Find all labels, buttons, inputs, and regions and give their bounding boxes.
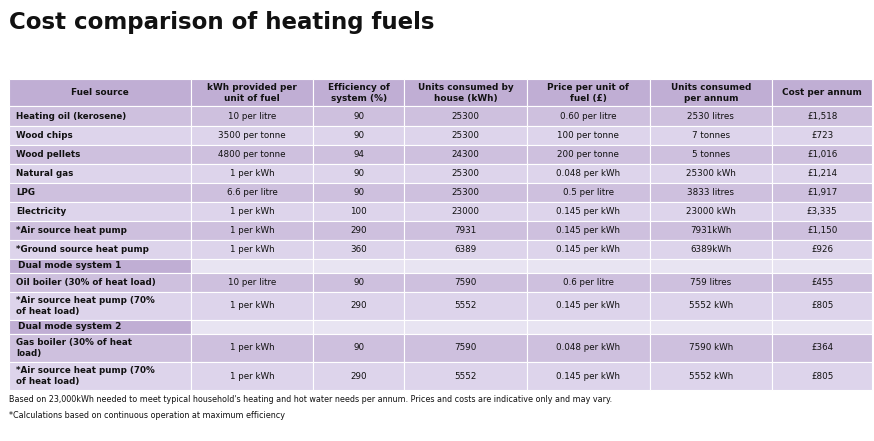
Text: 1 per kWh: 1 per kWh	[230, 226, 274, 235]
Text: *Calculations based on continuous operation at maximum efficiency: *Calculations based on continuous operat…	[9, 411, 285, 420]
Text: kWh provided per
unit of fuel: kWh provided per unit of fuel	[207, 83, 297, 103]
Text: Gas boiler (30% of heat
load): Gas boiler (30% of heat load)	[16, 338, 132, 358]
Text: £723: £723	[811, 131, 834, 140]
Text: 7 tonnes: 7 tonnes	[692, 131, 730, 140]
Text: £805: £805	[811, 372, 834, 381]
Text: *Air source heat pump (70%
of heat load): *Air source heat pump (70% of heat load)	[16, 366, 155, 386]
Text: 290: 290	[350, 302, 367, 310]
Text: 1 per kWh: 1 per kWh	[230, 343, 274, 352]
Text: 5552: 5552	[454, 372, 476, 381]
Text: Oil boiler (30% of heat load): Oil boiler (30% of heat load)	[16, 278, 156, 287]
Text: 6389kWh: 6389kWh	[690, 245, 732, 254]
Text: 90: 90	[353, 131, 364, 140]
Text: 1 per kWh: 1 per kWh	[230, 245, 274, 254]
Text: 759 litres: 759 litres	[690, 278, 732, 287]
Text: Dual mode system 2: Dual mode system 2	[17, 322, 121, 331]
Text: 7931kWh: 7931kWh	[690, 226, 732, 235]
Text: Price per unit of
fuel (£): Price per unit of fuel (£)	[547, 83, 629, 103]
Text: £1,518: £1,518	[807, 112, 837, 120]
Text: £805: £805	[811, 302, 834, 310]
Text: 290: 290	[350, 372, 367, 381]
Text: 2530 litres: 2530 litres	[688, 112, 734, 120]
Text: 200 per tonne: 200 per tonne	[558, 149, 619, 159]
Text: 0.145 per kWh: 0.145 per kWh	[556, 302, 621, 310]
Text: £1,917: £1,917	[807, 188, 837, 197]
Text: 7590: 7590	[454, 343, 476, 352]
Text: 6389: 6389	[454, 245, 476, 254]
Text: 90: 90	[353, 343, 364, 352]
Text: 0.048 per kWh: 0.048 per kWh	[556, 343, 621, 352]
Text: 0.5 per litre: 0.5 per litre	[563, 188, 614, 197]
Text: *Air source heat pump (70%
of heat load): *Air source heat pump (70% of heat load)	[16, 296, 155, 316]
Text: 7590 kWh: 7590 kWh	[689, 343, 733, 352]
Text: £364: £364	[811, 343, 833, 352]
Text: LPG: LPG	[16, 188, 35, 197]
Text: 90: 90	[353, 169, 364, 178]
Text: 0.048 per kWh: 0.048 per kWh	[556, 169, 621, 178]
Text: 3500 per tonne: 3500 per tonne	[218, 131, 286, 140]
Text: £3,335: £3,335	[807, 207, 837, 216]
Text: 290: 290	[350, 226, 367, 235]
Text: *Ground source heat pump: *Ground source heat pump	[16, 245, 149, 254]
Text: Heating oil (kerosene): Heating oil (kerosene)	[16, 112, 126, 120]
Text: 100: 100	[350, 207, 367, 216]
Text: 3833 litres: 3833 litres	[688, 188, 734, 197]
Text: 5552 kWh: 5552 kWh	[689, 372, 733, 381]
Text: Cost per annum: Cost per annum	[782, 89, 862, 97]
Text: 0.145 per kWh: 0.145 per kWh	[556, 245, 621, 254]
Text: Based on 23,000kWh needed to meet typical household's heating and hot water need: Based on 23,000kWh needed to meet typica…	[9, 395, 612, 404]
Text: 90: 90	[353, 188, 364, 197]
Text: 10 per litre: 10 per litre	[228, 278, 276, 287]
Text: 1 per kWh: 1 per kWh	[230, 207, 274, 216]
Text: 1 per kWh: 1 per kWh	[230, 372, 274, 381]
Text: Dual mode system 1: Dual mode system 1	[17, 262, 121, 270]
Text: Fuel source: Fuel source	[71, 89, 128, 97]
Text: 1 per kWh: 1 per kWh	[230, 169, 274, 178]
Text: 0.60 per litre: 0.60 per litre	[560, 112, 616, 120]
Text: 0.145 per kWh: 0.145 per kWh	[556, 207, 621, 216]
Text: £1,150: £1,150	[807, 226, 837, 235]
Text: 23000: 23000	[452, 207, 480, 216]
Text: Cost comparison of heating fuels: Cost comparison of heating fuels	[9, 11, 434, 34]
Text: 94: 94	[353, 149, 364, 159]
Text: 4800 per tonne: 4800 per tonne	[218, 149, 286, 159]
Text: 100 per tonne: 100 per tonne	[558, 131, 619, 140]
Text: 10 per litre: 10 per litre	[228, 112, 276, 120]
Text: Units consumed by
house (kWh): Units consumed by house (kWh)	[418, 83, 513, 103]
Text: *Air source heat pump: *Air source heat pump	[16, 226, 127, 235]
Text: Electricity: Electricity	[16, 207, 66, 216]
Text: Wood pellets: Wood pellets	[16, 149, 80, 159]
Text: 25300: 25300	[452, 112, 480, 120]
Text: 25300 kWh: 25300 kWh	[686, 169, 736, 178]
Text: £926: £926	[811, 245, 833, 254]
Text: 90: 90	[353, 278, 364, 287]
Text: 7590: 7590	[454, 278, 476, 287]
Text: 24300: 24300	[452, 149, 480, 159]
Text: 25300: 25300	[452, 131, 480, 140]
Text: 5 tonnes: 5 tonnes	[692, 149, 730, 159]
Text: 5552: 5552	[454, 302, 476, 310]
Text: 5552 kWh: 5552 kWh	[689, 302, 733, 310]
Text: 90: 90	[353, 112, 364, 120]
Text: Efficiency of
system (%): Efficiency of system (%)	[328, 83, 390, 103]
Text: 25300: 25300	[452, 188, 480, 197]
Text: Wood chips: Wood chips	[16, 131, 73, 140]
Text: 7931: 7931	[454, 226, 476, 235]
Text: 25300: 25300	[452, 169, 480, 178]
Text: £455: £455	[811, 278, 834, 287]
Text: 0.145 per kWh: 0.145 per kWh	[556, 226, 621, 235]
Text: £1,214: £1,214	[808, 169, 837, 178]
Text: Units consumed
per annum: Units consumed per annum	[670, 83, 751, 103]
Text: 360: 360	[350, 245, 367, 254]
Text: 0.6 per litre: 0.6 per litre	[563, 278, 614, 287]
Text: 0.145 per kWh: 0.145 per kWh	[556, 372, 621, 381]
Text: £1,016: £1,016	[807, 149, 837, 159]
Text: Natural gas: Natural gas	[16, 169, 73, 178]
Text: 6.6 per litre: 6.6 per litre	[226, 188, 277, 197]
Text: 1 per kWh: 1 per kWh	[230, 302, 274, 310]
Text: 23000 kWh: 23000 kWh	[686, 207, 736, 216]
